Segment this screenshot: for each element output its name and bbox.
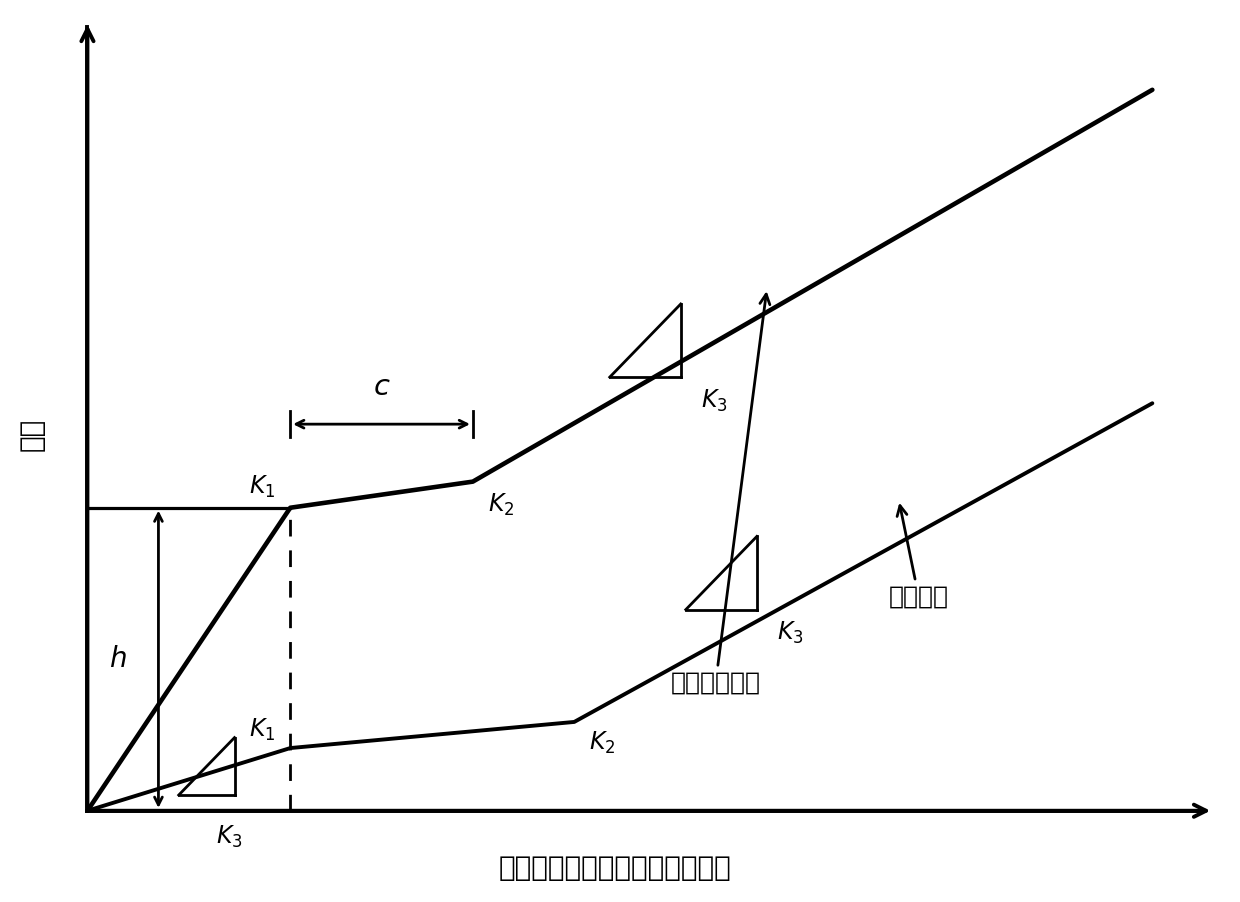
Text: $K_2$: $K_2$ [489,492,515,519]
Text: $K_3$: $K_3$ [777,620,804,646]
Text: $K_2$: $K_2$ [589,730,616,756]
Text: $h$: $h$ [109,646,126,673]
Text: 连接板在螺栓轴线处的相对位移: 连接板在螺栓轴线处的相对位移 [498,854,732,882]
Text: $K_3$: $K_3$ [701,388,728,414]
Text: 载荷: 载荷 [17,418,46,451]
Text: $c$: $c$ [373,372,391,400]
Text: 连接结构载荷: 连接结构载荷 [671,294,770,695]
Text: $K_1$: $K_1$ [249,474,275,500]
Text: 钉传载荷: 钉传载荷 [889,506,949,609]
Text: $K_3$: $K_3$ [216,824,243,850]
Text: $K_1$: $K_1$ [249,716,275,743]
